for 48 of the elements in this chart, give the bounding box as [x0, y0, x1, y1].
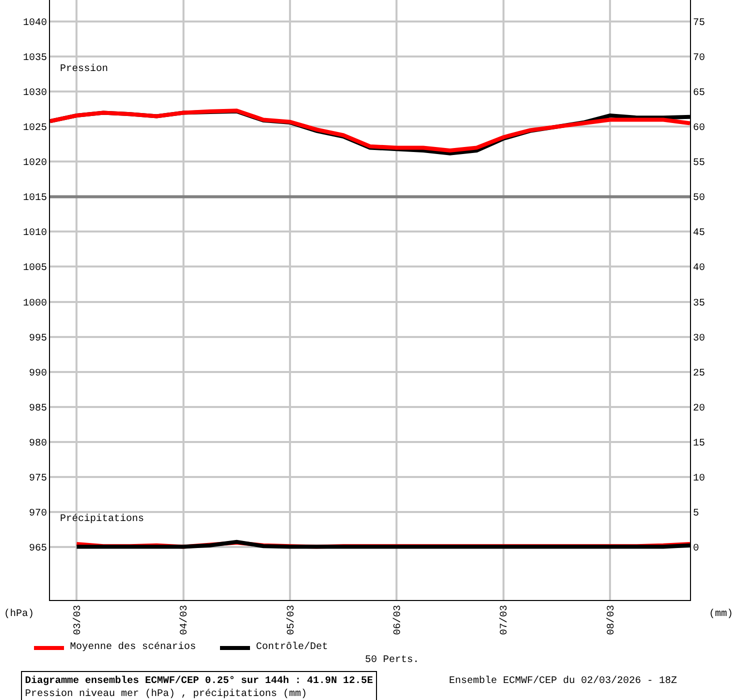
legend-label: Moyenne des scénarios [70, 642, 196, 653]
y2-tick-label: 30 [693, 333, 706, 344]
y2-tick-label: 0 [693, 543, 700, 554]
y2-tick-label: 5 [693, 508, 700, 520]
y-tick-label: 965 [28, 543, 47, 554]
y2-tick-label: 70 [693, 53, 706, 64]
y2-axis-title: (mm) [709, 608, 734, 620]
y-tick-label: 1020 [22, 158, 47, 170]
y2-tick-label: 25 [693, 368, 706, 380]
y-axis-title: (hPa) [4, 608, 34, 620]
text: Diagramme ensembles ECMWF/CEP 0.25° sur 144h : 41.9N 12.5E [25, 675, 374, 687]
text: Pression niveau mer (hPa) , précipitations (mm) [25, 688, 308, 700]
x-tick-label: 03/03 [72, 605, 84, 636]
y-tick-label: 1000 [22, 298, 47, 310]
y-tick-label: 1015 [22, 193, 47, 204]
y2-tick-label: 60 [693, 123, 706, 134]
y-tick-label: 970 [28, 508, 47, 520]
x-tick-label: 08/03 [605, 605, 618, 636]
x-tick-label: 04/03 [178, 605, 191, 636]
y2-tick-label: 10 [693, 473, 706, 484]
y2-tick-label: 20 [693, 403, 706, 414]
legend-label: Contrôle/Det [256, 642, 328, 653]
y-tick-label: 1035 [22, 53, 47, 64]
y2-tick-label: 55 [693, 158, 706, 170]
y2-tick-label: 50 [693, 193, 706, 204]
annotation: Pression [60, 63, 108, 75]
x-tick-label: 05/03 [285, 605, 298, 636]
y2-tick-label: 40 [693, 263, 706, 274]
x-tick-label: 07/03 [498, 605, 511, 636]
y-tick-label: 1030 [22, 88, 47, 100]
y-tick-label: 990 [28, 368, 47, 380]
y2-tick-label: 45 [693, 228, 706, 240]
y-tick-label: 980 [28, 438, 47, 450]
y2-tick-label: 15 [693, 438, 706, 450]
y-tick-label: 995 [28, 333, 47, 344]
text: 50 Perts. [365, 655, 420, 666]
y-tick-label: 975 [28, 473, 47, 484]
y-tick-label: 1005 [22, 263, 47, 274]
x-tick-label: 06/03 [392, 605, 404, 636]
y2-tick-label: 35 [693, 298, 706, 310]
y-tick-label: 1010 [22, 228, 47, 240]
y-tick-label: 1025 [22, 123, 47, 134]
y-tick-label: 1040 [22, 18, 47, 30]
text: Ensemble ECMWF/CEP du 02/03/2026 - 18Z [449, 675, 678, 687]
annotation: Précipitations [60, 513, 144, 525]
y2-tick-label: 65 [693, 88, 706, 100]
y-tick-label: 985 [28, 403, 47, 414]
y2-tick-label: 75 [693, 18, 706, 30]
